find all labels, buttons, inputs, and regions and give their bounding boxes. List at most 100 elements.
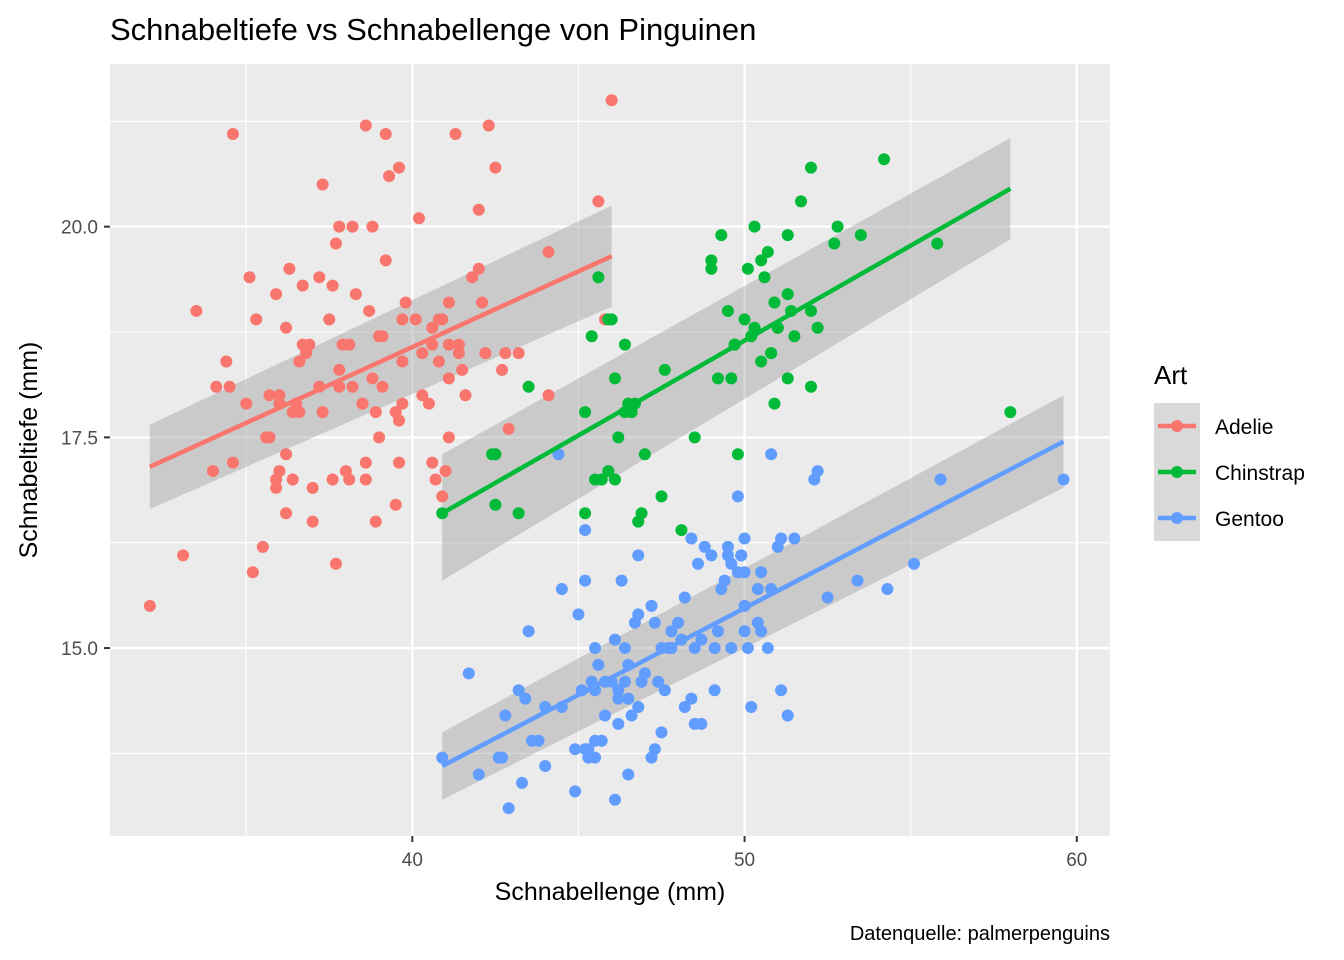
data-point <box>622 692 635 705</box>
data-point <box>412 212 425 225</box>
data-point <box>256 540 269 553</box>
data-point <box>293 355 306 368</box>
data-point <box>489 498 502 511</box>
x-tick-label: 40 <box>402 850 423 871</box>
y-axis-title: Schnabeltiefe (mm) <box>15 342 43 559</box>
data-point <box>499 709 512 722</box>
data-point <box>393 456 406 469</box>
data-point <box>745 701 758 714</box>
y-tick-label: 15.0 <box>61 639 98 660</box>
data-point <box>472 768 485 781</box>
data-point <box>436 751 449 764</box>
y-tick-label: 17.5 <box>61 428 98 449</box>
data-point <box>582 743 595 756</box>
data-point <box>346 380 359 393</box>
confidence-band <box>442 395 1064 800</box>
data-point <box>738 625 751 638</box>
data-point <box>705 549 718 562</box>
data-point <box>343 338 356 351</box>
data-point <box>512 507 525 520</box>
data-point <box>738 566 751 579</box>
data-point <box>685 532 698 545</box>
data-point <box>396 397 409 410</box>
data-point <box>811 465 824 478</box>
data-point <box>688 431 701 444</box>
data-point <box>678 591 691 604</box>
data-point <box>280 448 293 461</box>
legend-key-dot <box>1171 512 1183 524</box>
data-point <box>665 625 678 638</box>
data-point <box>449 127 462 140</box>
data-point <box>804 380 817 393</box>
data-point <box>246 566 259 579</box>
data-point <box>811 321 824 334</box>
legend-key-dot <box>1171 466 1183 478</box>
data-point <box>396 313 409 326</box>
data-point <box>781 288 794 301</box>
data-point <box>329 237 342 250</box>
data-point <box>599 709 612 722</box>
data-point <box>376 330 389 343</box>
data-point <box>605 313 618 326</box>
data-point <box>618 675 631 688</box>
grid-lines <box>110 64 1110 836</box>
data-point <box>343 473 356 486</box>
data-point <box>323 313 336 326</box>
data-point <box>605 94 618 107</box>
data-point <box>226 127 239 140</box>
data-point <box>821 591 834 604</box>
data-point <box>306 481 319 494</box>
data-point <box>725 557 738 570</box>
data-point <box>436 490 449 503</box>
data-point <box>452 338 465 351</box>
data-point <box>648 616 661 629</box>
data-point <box>768 296 781 309</box>
data-point <box>755 355 768 368</box>
data-point <box>1004 406 1017 419</box>
data-point <box>658 684 671 697</box>
x-tick-label: 60 <box>1066 850 1087 871</box>
data-point <box>731 448 744 461</box>
data-point <box>376 380 389 393</box>
caption: Datenquelle: palmerpenguins <box>850 923 1110 945</box>
data-point <box>280 321 293 334</box>
data-point <box>708 684 721 697</box>
data-point <box>476 296 489 309</box>
data-point <box>638 448 651 461</box>
data-point <box>422 397 435 410</box>
data-point <box>283 262 296 275</box>
data-point <box>472 203 485 216</box>
data-point <box>831 220 844 233</box>
data-point <box>502 802 515 815</box>
data-point <box>625 709 638 722</box>
data-point <box>579 524 592 537</box>
data-point <box>190 304 203 317</box>
data-point <box>579 507 592 520</box>
data-point <box>393 161 406 174</box>
data-point <box>804 161 817 174</box>
data-point <box>366 220 379 233</box>
data-point <box>907 557 920 570</box>
data-point <box>432 313 445 326</box>
data-point <box>579 406 592 419</box>
data-point <box>459 389 472 402</box>
data-point <box>632 608 645 621</box>
data-point <box>761 642 774 655</box>
data-point <box>878 153 891 166</box>
data-point <box>579 574 592 587</box>
trend-line <box>441 439 1065 769</box>
data-point <box>1057 473 1070 486</box>
trend-line <box>441 186 1012 516</box>
data-point <box>765 448 778 461</box>
data-point <box>735 549 748 562</box>
data-point <box>851 574 864 587</box>
data-point <box>243 271 256 284</box>
data-point <box>768 397 781 410</box>
data-point <box>226 456 239 469</box>
data-point <box>369 515 382 528</box>
x-tick-label: 50 <box>734 850 755 871</box>
data-point <box>589 751 602 764</box>
data-point <box>751 583 764 596</box>
data-point <box>293 406 306 419</box>
